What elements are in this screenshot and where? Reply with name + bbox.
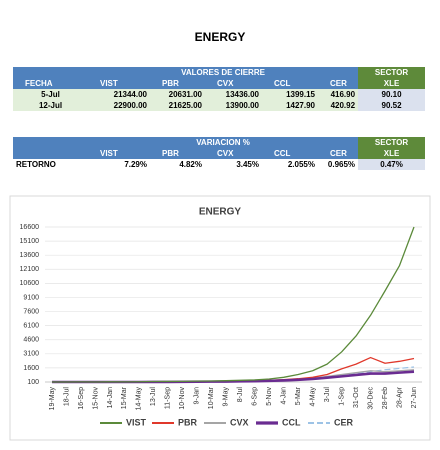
table-cell: 5-Jul bbox=[13, 89, 88, 100]
table-cell: SECTOR bbox=[358, 67, 426, 78]
x-tick-label: 14-Jan bbox=[107, 387, 114, 409]
table-row: 5-Jul 21344.00 20631.00 13436.00 1399.15 416.… bbox=[13, 89, 426, 100]
table-cell: CVX bbox=[205, 78, 262, 89]
return-table: VARIACION % SECTOR VIST PBR CVX CCL CER XLE RETO… bbox=[13, 137, 426, 170]
x-tick-label: 13-Jul bbox=[150, 387, 157, 407]
table-cell bbox=[13, 148, 88, 159]
series-line bbox=[52, 226, 415, 383]
table-cell: CVX bbox=[205, 148, 262, 159]
table-cell: 13436.00 bbox=[205, 89, 262, 100]
x-tick-label: 27-Jun bbox=[411, 387, 418, 409]
y-tick-label: 13600 bbox=[20, 252, 40, 259]
y-tick-label: 10600 bbox=[20, 280, 40, 287]
table-cell: CCL bbox=[262, 148, 318, 159]
y-tick-label: 16600 bbox=[20, 224, 40, 231]
table-cell: 7.29% bbox=[124, 160, 147, 169]
x-tick-label: 31-Oct bbox=[353, 387, 360, 408]
x-tick-label: 19-May bbox=[49, 387, 56, 411]
table-cell: 21625.00 bbox=[150, 100, 205, 111]
closing-table: VALORES DE CIERRE SECTOR FECHA VIST PBR CVX CC… bbox=[13, 67, 426, 111]
y-tick-label: 100 bbox=[27, 379, 39, 386]
y-tick-label: 9100 bbox=[23, 294, 39, 301]
legend-label: CVX bbox=[230, 417, 249, 427]
table-cell: 3.45% bbox=[236, 160, 259, 169]
x-tick-label: 6-Sep bbox=[252, 387, 259, 406]
x-tick-label: 4-Jan bbox=[281, 387, 288, 405]
x-tick-label: 3-Jul bbox=[324, 387, 331, 403]
x-tick-label: 8-Jul bbox=[237, 387, 244, 403]
legend-label: PBR bbox=[178, 417, 198, 427]
table-cell bbox=[13, 67, 88, 78]
x-tick-label: 18-Jul bbox=[63, 387, 70, 407]
x-tick-label: 14-May bbox=[136, 387, 143, 411]
table-cell: 22900.00 bbox=[88, 100, 150, 111]
table-cell: VALORES DE CIERRE bbox=[88, 67, 359, 78]
table-cell: VIST bbox=[88, 78, 150, 89]
table-cell: SECTOR bbox=[358, 137, 426, 148]
table-cell: VARIACION % bbox=[88, 137, 359, 148]
table-cell: XLE bbox=[358, 78, 426, 89]
table-row: VALORES DE CIERRE SECTOR bbox=[13, 67, 426, 78]
chart-title: ENERGY bbox=[199, 207, 242, 218]
table-cell: FECHA bbox=[13, 78, 88, 89]
x-tick-label: 16-Sep bbox=[78, 387, 85, 410]
legend-label: CCL bbox=[282, 417, 301, 427]
table-cell: 0.965% bbox=[327, 160, 356, 169]
table-row: VIST PBR CVX CCL CER XLE bbox=[13, 148, 426, 159]
y-tick-label: 1600 bbox=[23, 365, 39, 372]
table-cell: 0.47% bbox=[358, 159, 426, 170]
table-cell: PBR bbox=[150, 78, 205, 89]
x-tick-label: 10-Nov bbox=[179, 387, 186, 410]
x-tick-label: 1-Sep bbox=[338, 387, 345, 406]
x-tick-label: 9-May bbox=[223, 387, 230, 407]
table-cell: 12-Jul bbox=[13, 100, 88, 111]
table-cell: CER bbox=[318, 78, 359, 89]
x-tick-label: 9-Jan bbox=[194, 387, 201, 405]
x-tick-label: 30-Dec bbox=[367, 387, 374, 410]
table-row: FECHA VIST PBR CVX CCL CER XLE bbox=[13, 78, 426, 89]
table-cell: CCL bbox=[262, 78, 318, 89]
table-cell bbox=[13, 137, 88, 148]
y-tick-label: 15100 bbox=[20, 238, 40, 245]
table-cell: 1399.15 bbox=[262, 89, 318, 100]
x-tick-label: 10-Mar bbox=[208, 386, 215, 409]
legend-label: VIST bbox=[126, 417, 147, 427]
table-cell: 20631.00 bbox=[150, 89, 205, 100]
table-row: RETORNO 7.29% 4.82% 3.45% 2.055% 0.965% 0.47% bbox=[13, 159, 426, 170]
y-tick-label: 6100 bbox=[23, 322, 39, 329]
table-cell: 416.90 bbox=[318, 89, 359, 100]
table-cell: 1427.90 bbox=[262, 100, 318, 111]
x-tick-label: 5-Nov bbox=[266, 387, 273, 406]
table-cell: 90.10 bbox=[358, 89, 426, 100]
table-cell: 21344.00 bbox=[88, 89, 150, 100]
table-cell: 13900.00 bbox=[205, 100, 262, 111]
y-tick-label: 4600 bbox=[23, 337, 39, 344]
table-cell: RETORNO bbox=[16, 160, 56, 169]
y-tick-label: 12100 bbox=[20, 266, 40, 273]
legend-label: CER bbox=[334, 417, 354, 427]
x-tick-label: 15-Nov bbox=[92, 387, 99, 410]
table-cell: 2.055% bbox=[287, 160, 315, 169]
chart-frame bbox=[9, 195, 431, 441]
x-tick-label: 15-Mar bbox=[121, 386, 128, 409]
x-tick-label: 5-Mar bbox=[295, 386, 302, 405]
table-cell: CER bbox=[318, 148, 359, 159]
y-tick-label: 7600 bbox=[23, 308, 39, 315]
table-cell: 420.92 bbox=[318, 100, 359, 111]
page-title: ENERGY bbox=[194, 30, 246, 44]
table-cell: XLE bbox=[358, 148, 426, 159]
x-tick-label: 11-Sep bbox=[165, 387, 172, 409]
y-tick-label: 3100 bbox=[23, 351, 39, 358]
x-tick-label: 4-May bbox=[309, 387, 316, 407]
x-tick-label: 28-Apr bbox=[396, 386, 403, 408]
table-cell: 90.52 bbox=[358, 100, 426, 111]
table-cell: VIST bbox=[88, 148, 150, 159]
table-cell: 4.82% bbox=[179, 160, 202, 169]
table-row: 12-Jul 22900.00 21625.00 13900.00 1427.90 420… bbox=[13, 100, 426, 111]
table-cell: PBR bbox=[150, 148, 205, 159]
x-tick-label: 28-Feb bbox=[382, 387, 389, 409]
table-row: VARIACION % SECTOR bbox=[13, 137, 426, 148]
